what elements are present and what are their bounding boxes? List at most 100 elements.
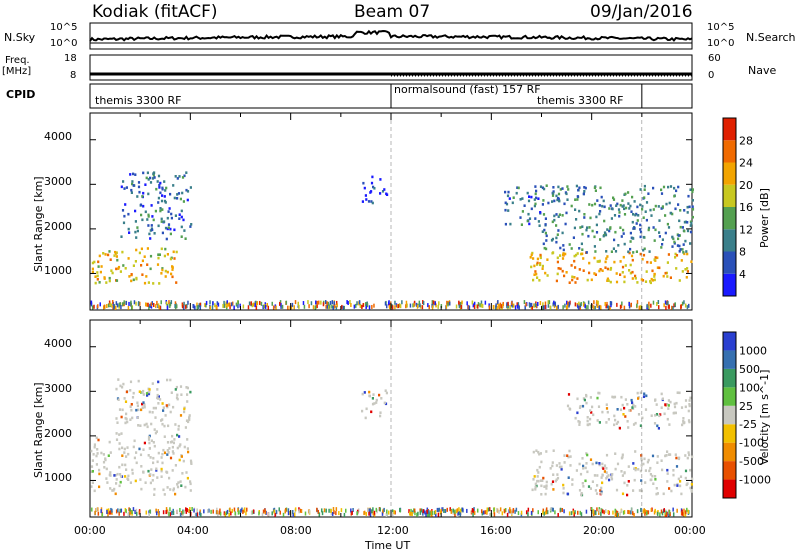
power-echo-5-228 xyxy=(691,205,694,208)
velocity-echo-3-11 xyxy=(620,470,623,473)
velocity-echo-3-131 xyxy=(543,485,546,488)
power-clutter-473 xyxy=(175,304,178,309)
velocity-clutter-440 xyxy=(219,508,221,513)
power-clutter-108 xyxy=(223,300,225,305)
velocity-echo-3-193 xyxy=(600,476,603,479)
velocity-colorbar-tick-7: -1000 xyxy=(739,474,771,487)
power-echo-1-20 xyxy=(176,177,179,180)
velocity-clutter-254 xyxy=(429,511,432,516)
power-echo-5-74 xyxy=(643,247,646,251)
power-echo-5-23 xyxy=(681,248,684,251)
power-clutter-71 xyxy=(329,300,332,305)
power-clutter-353 xyxy=(471,300,474,305)
power-echo-5-237 xyxy=(676,244,679,247)
power-clutter-60 xyxy=(579,303,582,308)
velocity-echo-3-125 xyxy=(661,468,664,472)
velocity-echo-4-5 xyxy=(663,412,666,416)
power-echo-1-25 xyxy=(164,189,167,192)
power-colorbar-swatch-6 xyxy=(723,140,736,163)
velocity-echo-4-104 xyxy=(675,401,678,405)
velocity-echo-3-143 xyxy=(621,492,625,496)
power-clutter-385 xyxy=(139,301,141,306)
power-echo-5-279 xyxy=(547,201,550,205)
velocity-echo-1-36 xyxy=(176,397,179,401)
power-clutter-375 xyxy=(248,301,251,306)
velocity-echo-1-103 xyxy=(157,397,160,400)
velocity-clutter-174 xyxy=(357,508,360,513)
power-echo-5-170 xyxy=(581,248,584,251)
velocity-clutter-218 xyxy=(525,510,528,515)
power-echo-3-11 xyxy=(511,201,514,205)
velocity-echo-3-31 xyxy=(603,464,607,467)
velocity-clutter-488 xyxy=(680,511,683,516)
power-echo-5-202 xyxy=(557,229,560,232)
velocity-echo-1-99 xyxy=(115,432,118,435)
velocity-echo-4-14 xyxy=(588,422,591,426)
velocity-echo-4-116 xyxy=(597,391,600,395)
power-clutter-315 xyxy=(150,302,153,307)
power-echo-5-44 xyxy=(667,185,670,189)
velocity-echo-0-55 xyxy=(109,487,112,490)
velocity-clutter-50 xyxy=(498,509,500,514)
velocity-echo-3-80 xyxy=(569,464,572,467)
velocity-echo-1-117 xyxy=(156,388,159,391)
power-clutter-10 xyxy=(446,300,448,305)
power-echo-5-137 xyxy=(557,192,561,196)
power-echo-4-124 xyxy=(556,272,559,276)
velocity-echo-0-161 xyxy=(156,476,159,479)
power-echo-5-250 xyxy=(652,208,655,211)
velocity-colorbar-tick-5: -100 xyxy=(739,437,764,450)
velocity-clutter-91 xyxy=(416,512,418,517)
power-echo-3-7 xyxy=(530,195,533,199)
power-echo-5-17 xyxy=(586,226,589,229)
power-echo-5-264 xyxy=(690,221,693,225)
velocity-clutter-202 xyxy=(350,511,353,516)
power-echo-0-1 xyxy=(132,264,135,267)
velocity-echo-1-32 xyxy=(138,390,141,393)
velocity-echo-4-119 xyxy=(639,424,642,427)
velocity-echo-0-33 xyxy=(140,487,143,491)
velocity-clutter-379 xyxy=(485,510,488,515)
power-clutter-342 xyxy=(106,303,108,308)
power-colorbar-swatch-2 xyxy=(723,229,736,252)
velocity-clutter-292 xyxy=(417,511,419,516)
velocity-echo-0-150 xyxy=(172,487,175,490)
power-clutter-268 xyxy=(204,303,206,308)
power-echo-5-231 xyxy=(575,218,578,221)
velocity-echo-1-2 xyxy=(167,424,170,428)
velocity-echo-1-14 xyxy=(171,434,174,438)
velocity-echo-4-106 xyxy=(631,401,634,405)
cpid-label: CPID xyxy=(6,88,36,101)
power-echo-5-83 xyxy=(639,230,643,234)
xtick-6: 00:00 xyxy=(674,524,706,537)
velocity-echo-1-85 xyxy=(123,397,126,400)
velocity-clutter-203 xyxy=(563,509,565,514)
velocity-echo-0-169 xyxy=(162,448,165,452)
power-echo-5-260 xyxy=(575,184,578,188)
velocity-clutter-185 xyxy=(166,509,169,514)
velocity-echo-3-49 xyxy=(599,489,602,492)
velocity-clutter-35 xyxy=(97,507,99,512)
velocity-clutter-206 xyxy=(279,510,282,515)
velocity-echo-3-175 xyxy=(670,489,673,493)
velocity-clutter-401 xyxy=(271,511,273,516)
power-echo-1-82 xyxy=(129,173,132,176)
power-clutter-126 xyxy=(415,302,418,307)
velocity-clutter-367 xyxy=(614,511,617,516)
power-echo-1-103 xyxy=(163,180,166,183)
power-echo-3-12 xyxy=(534,217,537,220)
velocity-echo-0-99 xyxy=(118,447,121,451)
velocity-echo-1-124 xyxy=(145,392,149,395)
velocity-echo-2-13 xyxy=(371,397,374,400)
power-echo-4-5 xyxy=(681,270,684,273)
power-echo-0-23 xyxy=(156,263,160,266)
velocity-clutter-425 xyxy=(171,511,173,516)
velocity-echo-4-71 xyxy=(664,403,667,406)
power-echo-5-298 xyxy=(545,184,548,187)
velocity-echo-0-141 xyxy=(132,445,135,449)
power-echo-5-126 xyxy=(559,246,562,250)
velocity-clutter-296 xyxy=(684,510,687,515)
power-clutter-50 xyxy=(620,304,623,309)
velocity-echo-3-28 xyxy=(545,480,548,484)
velocity-echo-0-149 xyxy=(114,492,117,496)
